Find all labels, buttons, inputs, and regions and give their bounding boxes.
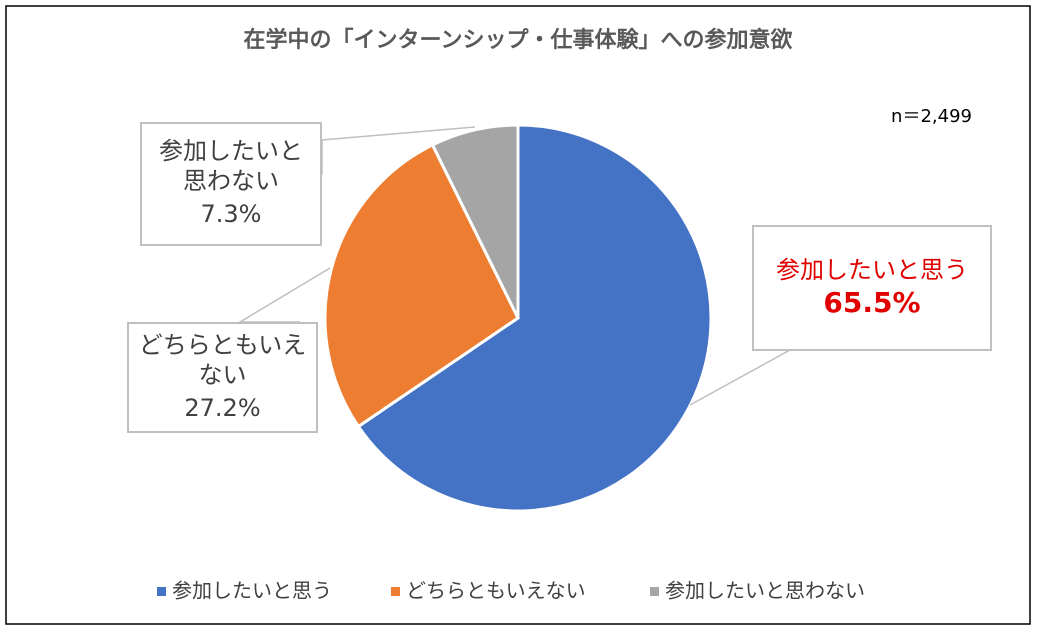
data-callout: 参加したいと思わない 7.3% bbox=[140, 122, 322, 246]
leader-line bbox=[321, 126, 476, 175]
legend-marker bbox=[157, 587, 166, 596]
data-callout: どちらともいえない 27.2% bbox=[127, 322, 318, 433]
chart-title: 在学中の「インターンシップ・仕事体験」への参加意欲 bbox=[244, 27, 793, 53]
data-callout: 参加したいと思う 65.5% bbox=[752, 225, 992, 351]
legend-label: 参加したいと思う bbox=[172, 579, 332, 603]
pie-slice bbox=[356, 123, 713, 513]
pie-slice bbox=[430, 123, 520, 319]
legend-marker bbox=[650, 587, 659, 596]
annotation: n＝2,499 bbox=[891, 106, 972, 127]
pie-slice bbox=[323, 142, 520, 429]
data-label: 65.5% bbox=[823, 286, 921, 319]
callout-category: どちらともいえない bbox=[138, 330, 307, 389]
callout-category: 参加したいと思う bbox=[776, 256, 968, 284]
data-label: 27.2% bbox=[184, 393, 261, 422]
legend-label: どちらともいえない bbox=[406, 579, 586, 603]
legend-marker bbox=[391, 587, 400, 596]
data-label: 7.3% bbox=[200, 200, 262, 228]
legend-label: 参加したいと思わない bbox=[665, 579, 865, 603]
callout-category: 参加したいと思わない bbox=[159, 137, 303, 195]
